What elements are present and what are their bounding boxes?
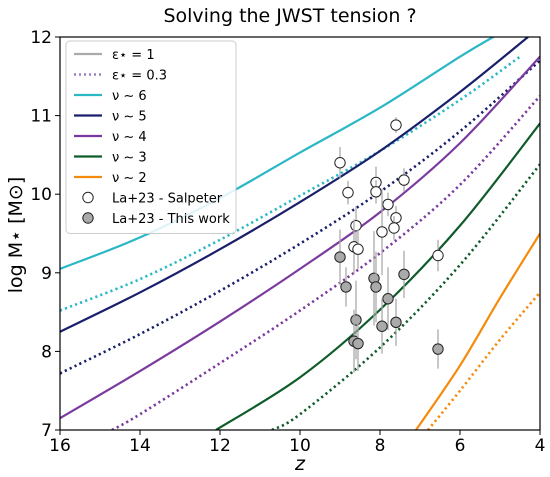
y-tick-label: 10 bbox=[30, 185, 52, 205]
series-line-nu2-solid bbox=[415, 232, 540, 430]
salpeter-point bbox=[390, 212, 402, 224]
y-tick-label: 9 bbox=[41, 264, 52, 284]
series-line-nu2-dotted bbox=[426, 291, 540, 430]
legend-entry-label: ν ∼ 3 bbox=[112, 151, 147, 166]
legend-entry-label: ν ∼ 5 bbox=[112, 110, 147, 125]
legend-entry-label: ε⋆ = 1 bbox=[112, 48, 155, 63]
legend-entry-label: ν ∼ 2 bbox=[112, 171, 147, 186]
this-work-point bbox=[382, 293, 394, 305]
this-work-point bbox=[432, 343, 444, 355]
salpeter-point bbox=[350, 219, 362, 232]
y-tick-label: 7 bbox=[41, 421, 52, 441]
series-line-nu3-dotted bbox=[271, 163, 540, 430]
ticks-group: 16 14 12 10 8 6 4 7 8 9 10 11 12 bbox=[30, 28, 545, 456]
y-tick-label: 8 bbox=[41, 342, 52, 362]
this-work-point bbox=[350, 314, 362, 326]
salpeter-point bbox=[432, 249, 444, 262]
y-axis-label: log M⋆ [M⊙] bbox=[5, 177, 27, 293]
legend-entry-label: La+23 - This work bbox=[112, 212, 230, 227]
salpeter-point bbox=[382, 198, 394, 211]
series-line-nu6-dotted bbox=[60, 55, 521, 312]
x-tick-label: 4 bbox=[535, 436, 546, 456]
salpeter-point bbox=[398, 174, 410, 186]
series-line-nu6-solid bbox=[60, 37, 496, 270]
salpeter-point bbox=[376, 226, 388, 238]
x-tick-label: 14 bbox=[129, 436, 151, 456]
series-line-nu4-solid bbox=[60, 55, 540, 420]
x-tick-label: 16 bbox=[49, 436, 71, 456]
curves-group bbox=[60, 37, 540, 430]
this-work-point bbox=[334, 251, 346, 263]
x-axis-label: z bbox=[294, 453, 306, 475]
chart-title: Solving the JWST tension ? bbox=[163, 5, 416, 27]
legend-entry-label: ν ∼ 4 bbox=[112, 130, 147, 145]
data-points-group bbox=[334, 117, 444, 373]
x-tick-label: 12 bbox=[209, 436, 231, 456]
x-tick-label: 6 bbox=[455, 436, 466, 456]
series-line-nu5-solid bbox=[60, 37, 529, 333]
legend-entry-label: ν ∼ 6 bbox=[112, 89, 147, 104]
legend-marker-swatch bbox=[82, 212, 94, 224]
salpeter-point bbox=[370, 186, 382, 198]
y-tick-label: 11 bbox=[30, 107, 52, 127]
this-work-point bbox=[390, 316, 402, 329]
x-tick-label: 10 bbox=[289, 436, 311, 456]
salpeter-point bbox=[390, 119, 402, 131]
this-work-point bbox=[370, 281, 382, 293]
salpeter-point bbox=[342, 186, 354, 199]
plot-area: 16 14 12 10 8 6 4 7 8 9 10 11 12 bbox=[30, 28, 545, 456]
this-work-point bbox=[340, 281, 352, 293]
salpeter-point bbox=[352, 243, 364, 255]
legend-entry-label: La+23 - Salpeter bbox=[112, 192, 223, 207]
this-work-point bbox=[398, 268, 410, 281]
salpeter-point bbox=[334, 157, 346, 169]
x-tick-label: 8 bbox=[375, 436, 386, 456]
legend-entry-label: ε⋆ = 0.3 bbox=[112, 69, 167, 84]
legend-box bbox=[65, 40, 237, 234]
legend-marker-swatch bbox=[82, 191, 94, 204]
series-line-nu4-dotted bbox=[111, 95, 540, 430]
this-work-point bbox=[352, 337, 364, 350]
legend: ε⋆ = 1 ε⋆ = 0.3 ν ∼ 6 ν ∼ 5 ν ∼ 4 ν ∼ 3 ν ∼ 2 L… bbox=[65, 40, 237, 234]
this-work-point bbox=[376, 320, 388, 332]
y-tick-label: 12 bbox=[30, 28, 52, 48]
series-line-nu3-solid bbox=[215, 122, 540, 430]
salpeter-point bbox=[388, 222, 400, 234]
